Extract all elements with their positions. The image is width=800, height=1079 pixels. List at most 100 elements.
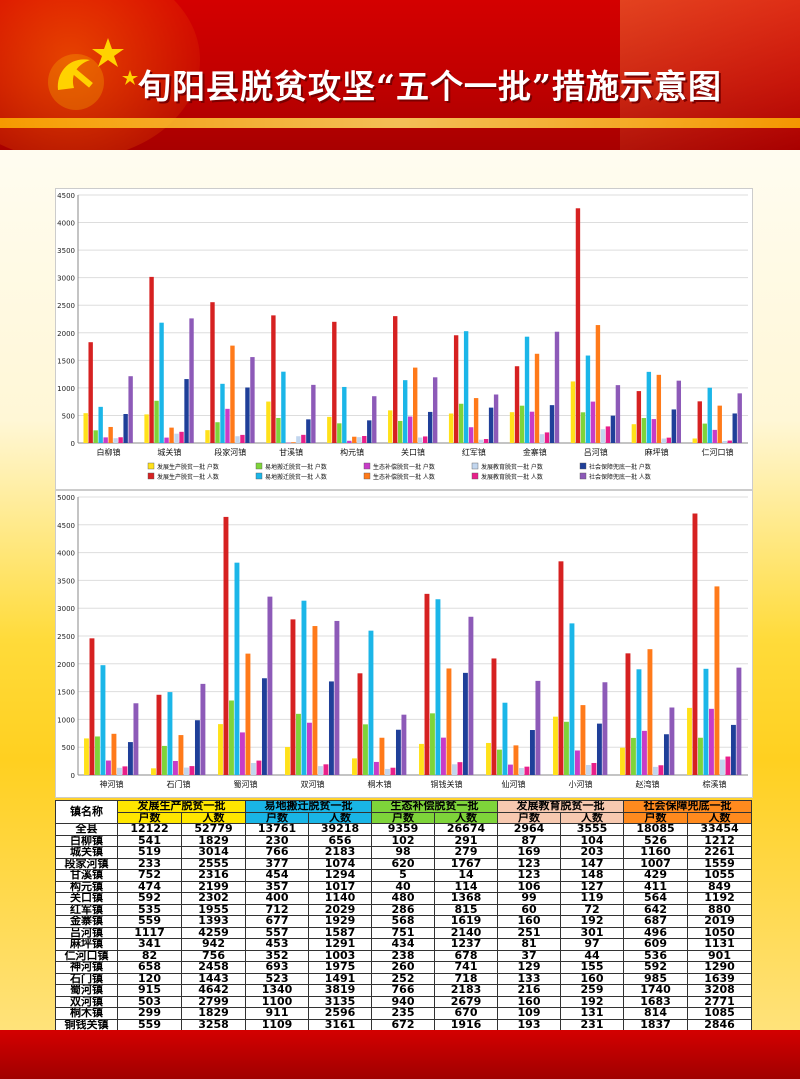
table-cell-town: 石门镇	[55, 972, 118, 985]
table-cell-value: 98	[371, 846, 435, 859]
table-subheader: 人数	[308, 811, 372, 824]
legend-swatch	[363, 462, 371, 470]
bar	[312, 626, 318, 775]
legend-swatch	[471, 472, 479, 480]
table-cell-value: 4259	[181, 926, 246, 939]
table-cell-value: 2596	[308, 1007, 372, 1020]
table-cell-value: 230	[245, 834, 309, 847]
table-cell-value: 123	[497, 869, 561, 882]
table-cell-value: 33454	[687, 823, 752, 836]
bar-chart-1-svg: 0 500 1000 1500 2000 2500 3000 3500 4000 4500 白柳镇 城…	[57, 192, 748, 481]
table-cell-value: 2261	[687, 846, 752, 859]
bar	[529, 730, 535, 775]
bar	[488, 407, 494, 443]
x-tick-label: 麻坪镇	[645, 447, 669, 457]
table-cell-value: 411	[623, 880, 688, 893]
table-cell-value: 678	[434, 949, 498, 962]
y-tick-label: 3000	[57, 605, 75, 613]
bar	[183, 767, 189, 775]
bar	[422, 436, 428, 443]
table-cell-value: 1212	[687, 834, 752, 847]
bar	[478, 439, 484, 443]
bar	[446, 668, 452, 775]
table-cell-value: 1767	[434, 857, 498, 870]
bar	[276, 417, 281, 443]
table-cell-town: 白柳镇	[55, 834, 118, 847]
bar	[393, 316, 398, 443]
bar	[468, 427, 474, 443]
bar	[100, 665, 106, 775]
table-cell-town: 段家河镇	[55, 857, 118, 870]
table-cell-value: 52779	[181, 823, 246, 836]
table-cell-value: 2771	[687, 995, 752, 1008]
table-row: 构元镇 474 2199 357 1017 40 114 106 127 411 849	[55, 880, 752, 893]
table-cell-value: 3555	[560, 823, 624, 836]
table-cell-value: 1192	[687, 892, 752, 905]
bar	[245, 387, 250, 443]
table-header-group: 易地搬迁脱贫一批	[245, 800, 372, 813]
bar	[83, 413, 88, 443]
bar	[307, 722, 312, 775]
legend-swatch	[255, 472, 263, 480]
table-cell-value: 1740	[623, 984, 688, 997]
x-tick-label: 段家河镇	[214, 447, 246, 457]
table-cell-value: 13761	[245, 823, 309, 836]
bar	[245, 653, 251, 775]
table-cell-value: 252	[371, 972, 435, 985]
x-tick-label: 构元镇	[340, 447, 364, 457]
bar	[569, 623, 575, 775]
banner-stripe	[0, 118, 800, 128]
bar	[698, 737, 703, 775]
table-subheader: 户数	[117, 811, 182, 824]
y-tick-label: 1500	[57, 357, 75, 365]
bar	[218, 724, 223, 775]
bar	[605, 426, 611, 443]
table-cell-value: 474	[117, 880, 182, 893]
table-cell-value: 434	[371, 938, 435, 951]
table-cell-value: 620	[371, 857, 435, 870]
table-cell-value: 301	[560, 926, 624, 939]
table-cell-value: 2964	[497, 823, 561, 836]
bar	[519, 405, 525, 443]
table-cell-value: 1340	[245, 984, 309, 997]
table-cell-value: 2799	[181, 995, 246, 1008]
bar	[663, 734, 669, 775]
bar	[106, 760, 111, 775]
table-cell-value: 568	[371, 915, 435, 928]
table-cell-value: 1017	[308, 880, 372, 893]
table-cell-value: 123	[497, 857, 561, 870]
table-cell-value: 119	[560, 892, 624, 905]
bar	[549, 405, 555, 443]
table-subheader: 人数	[181, 811, 246, 824]
y-tick-label: 500	[62, 744, 75, 752]
bar	[311, 384, 316, 443]
table-cell-value: 3819	[308, 984, 372, 997]
bar	[290, 619, 296, 775]
table-cell-value: 18085	[623, 823, 688, 836]
bar	[514, 366, 520, 443]
bar-chart-1: 0 500 1000 1500 2000 2500 3000 3500 4000 4500 白柳镇 城…	[55, 188, 753, 490]
bar	[508, 764, 513, 775]
bar	[352, 436, 357, 443]
table-cell-value: 60	[497, 903, 561, 916]
table-cell-value: 1131	[687, 938, 752, 951]
bar	[483, 439, 489, 443]
bar	[636, 669, 642, 775]
x-tick-label: 关口镇	[401, 447, 425, 457]
legend-label: 发展教育脱贫一批 户数	[481, 463, 543, 471]
bar	[458, 403, 464, 443]
table-cell-value: 357	[245, 880, 309, 893]
bar	[215, 422, 220, 443]
table-header-name: 镇名称	[55, 800, 118, 824]
bar	[656, 374, 662, 443]
bar	[553, 716, 558, 775]
bar	[159, 322, 164, 443]
table-cell-value: 1290	[687, 961, 752, 974]
bar	[631, 737, 636, 775]
x-tick-label: 仙河镇	[502, 779, 526, 789]
bar	[367, 420, 372, 443]
bar	[271, 315, 276, 443]
bar	[267, 596, 273, 775]
table-cell-value: 1055	[687, 869, 752, 882]
bar	[602, 682, 608, 775]
